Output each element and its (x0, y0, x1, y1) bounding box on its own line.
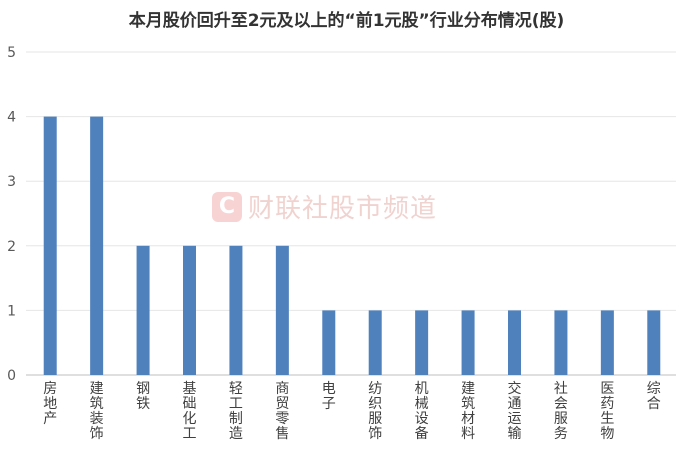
x-tick-label: 轻工制造 (229, 381, 243, 442)
bar (90, 116, 104, 375)
bar (554, 310, 568, 375)
y-tick-label: 5 (7, 45, 16, 61)
x-tick-label: 建筑装饰 (90, 381, 104, 442)
watermark-logo-icon: C (212, 191, 242, 222)
x-tick-label: 基础化工 (183, 380, 197, 442)
bar (275, 245, 289, 375)
bar (600, 310, 614, 375)
bar (647, 310, 661, 375)
watermark: C 财联社股市频道 (212, 188, 437, 225)
x-tick-label: 建筑材料 (461, 381, 475, 442)
watermark-text: 财联社股市频道 (248, 194, 438, 224)
x-tick-label: 商贸零售 (275, 381, 289, 442)
x-tick-label: 钢铁 (136, 381, 150, 412)
bar (508, 310, 521, 375)
x-tick-label: 综合 (647, 381, 661, 412)
y-tick-label: 2 (7, 239, 16, 255)
bar (229, 245, 243, 375)
x-tick-label: 房地产 (43, 381, 57, 427)
y-tick-label: 1 (7, 303, 16, 319)
x-tick-label: 交通运输 (508, 380, 522, 442)
y-tick-label: 3 (7, 174, 16, 190)
bar (415, 310, 429, 375)
y-tick-label: 0 (7, 368, 16, 384)
bar (368, 310, 382, 375)
y-tick-label: 4 (7, 110, 16, 126)
bar (183, 245, 196, 375)
x-tick-label: 医药生物 (600, 381, 614, 442)
bar (43, 116, 57, 375)
x-tick-label: 社会服务 (554, 381, 568, 442)
x-tick-label: 机械设备 (415, 381, 429, 442)
x-tick-label: 电子 (322, 381, 336, 412)
bar (461, 310, 475, 375)
chart-title: 本月股价回升至2元及以上的“前1元股”行业分布情况(股) (128, 11, 565, 31)
bar (136, 245, 150, 375)
x-tick-label: 纺织服饰 (368, 381, 382, 442)
bar (322, 310, 336, 375)
